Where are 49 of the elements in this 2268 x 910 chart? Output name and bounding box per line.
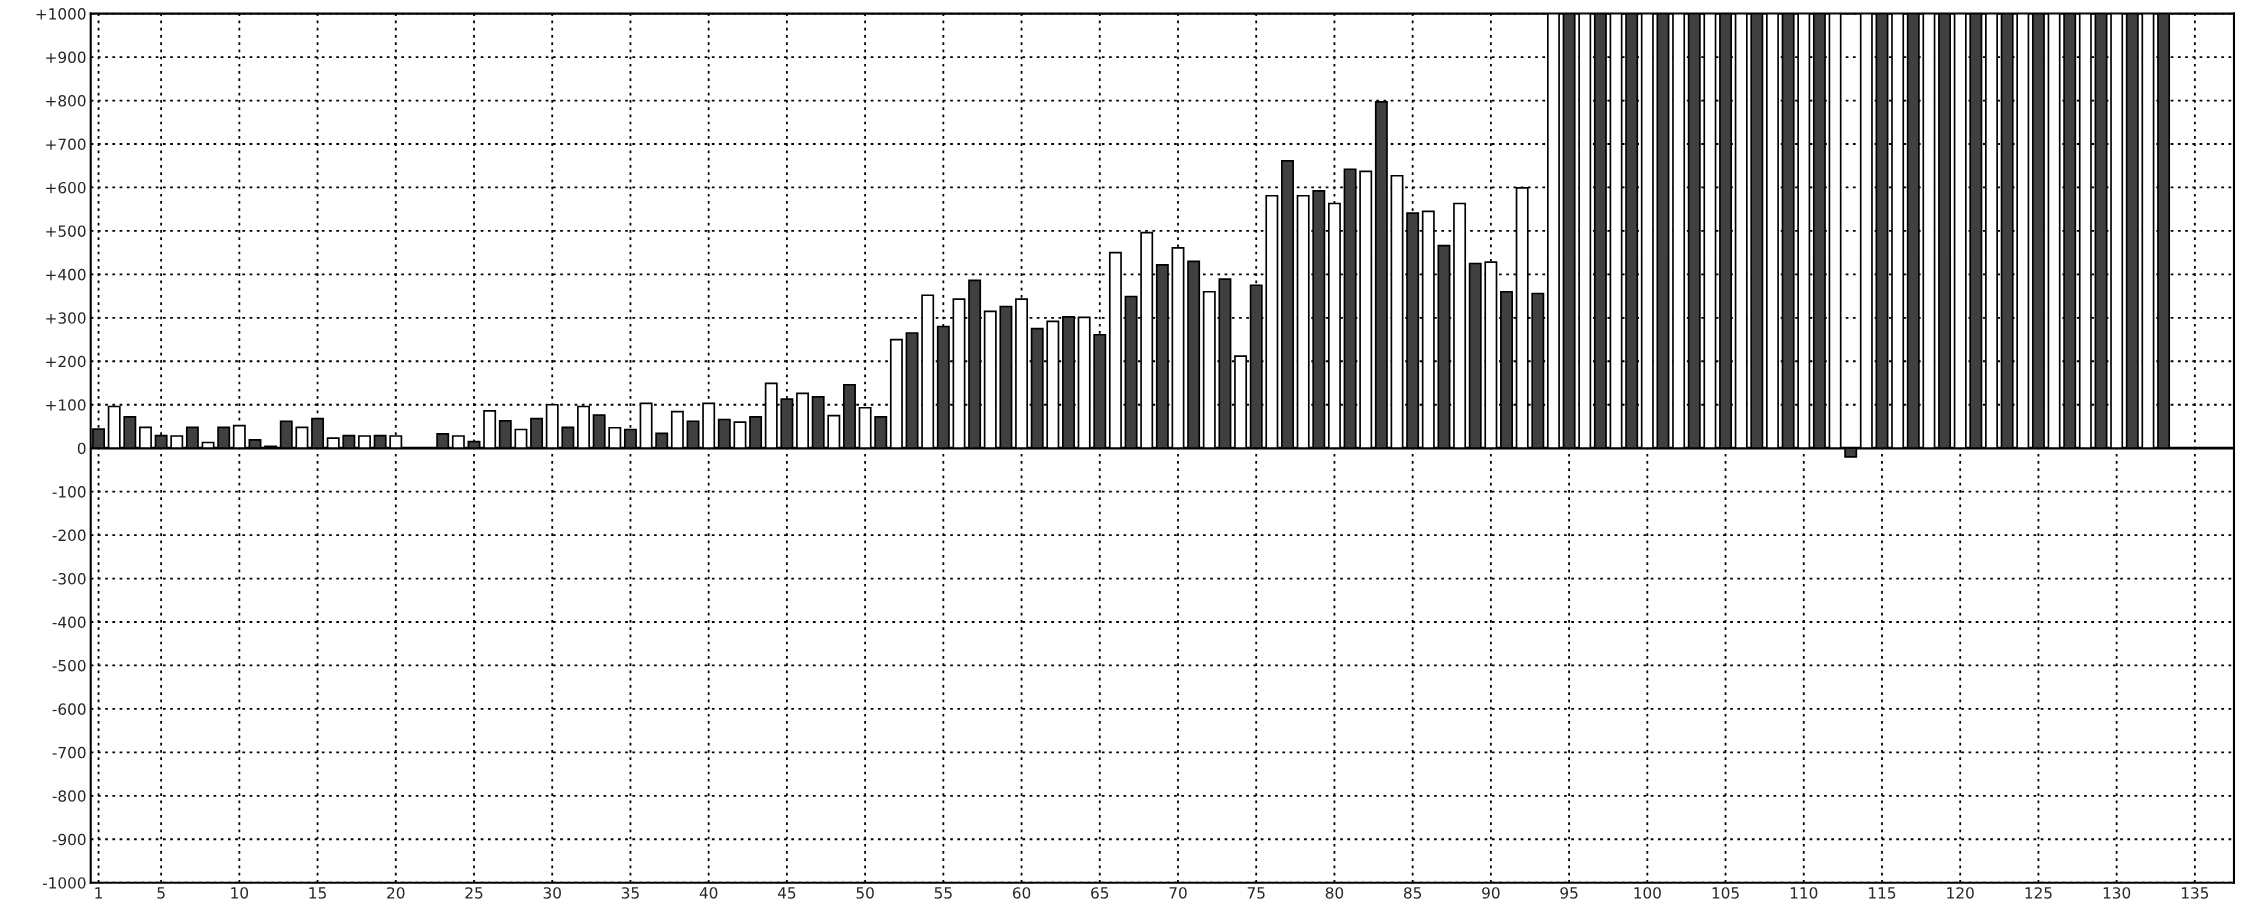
x-tick-label: 65	[1091, 887, 1109, 899]
x-tick-label: 50	[856, 887, 874, 899]
x-tick-label: 60	[1012, 887, 1031, 899]
x-tick-label: 125	[2025, 887, 2052, 899]
x-tick-label: 130	[2103, 887, 2131, 899]
y-tick-label: +700	[46, 138, 86, 151]
y-tick-label: +900	[46, 51, 86, 64]
x-tick-label: 120	[1947, 887, 1974, 899]
x-tick-label: 80	[1325, 887, 1344, 899]
x-tick-label: 85	[1403, 887, 1422, 899]
x-tick-label: 110	[1790, 887, 1818, 899]
x-tick-label: 75	[1247, 887, 1265, 899]
y-tick-label: -900	[52, 833, 86, 846]
y-tick-label: -700	[52, 746, 86, 759]
x-tick-label: 55	[934, 887, 952, 899]
y-tick-label: +100	[46, 399, 86, 411]
y-tick-label: -400	[52, 616, 86, 629]
y-tick-label: +200	[46, 355, 86, 368]
y-tick-label: +1000	[36, 8, 86, 20]
x-tick-label: 25	[465, 887, 483, 899]
x-tick-label: 90	[1482, 887, 1500, 899]
x-tick-label: 105	[1712, 887, 1739, 899]
x-tick-label: 15	[309, 887, 326, 899]
x-tick-label: 40	[699, 887, 718, 899]
y-tick-label: 0	[77, 442, 86, 455]
y-tick-label: -800	[52, 790, 86, 802]
x-tick-label: 1	[95, 887, 102, 899]
x-tick-label: 35	[621, 887, 639, 899]
x-tick-label: 100	[1634, 887, 1661, 899]
y-tick-label: -1000	[42, 877, 86, 889]
x-tick-label: 5	[157, 887, 165, 899]
x-tick-label: 115	[1869, 887, 1896, 899]
y-tick-label: +400	[46, 268, 86, 281]
x-tick-label: 70	[1169, 887, 1187, 899]
y-tick-label: +800	[46, 95, 86, 107]
x-tick-label: 135	[2181, 887, 2209, 899]
y-tick-label: +600	[46, 181, 86, 194]
x-tick-label: 95	[1560, 887, 1578, 899]
y-tick-label: -300	[52, 573, 86, 585]
y-tick-label: -200	[52, 529, 86, 542]
y-tick-label: +300	[46, 312, 86, 324]
y-tick-label: -100	[52, 486, 86, 498]
x-tick-label: 45	[777, 887, 796, 899]
y-tick-label: -600	[52, 703, 86, 715]
x-tick-label: 10	[231, 887, 249, 899]
y-tick-label: +500	[46, 225, 86, 237]
x-tick-label: 20	[387, 887, 405, 899]
y-tick-label: -500	[52, 659, 86, 672]
x-tick-label: 30	[543, 887, 561, 899]
